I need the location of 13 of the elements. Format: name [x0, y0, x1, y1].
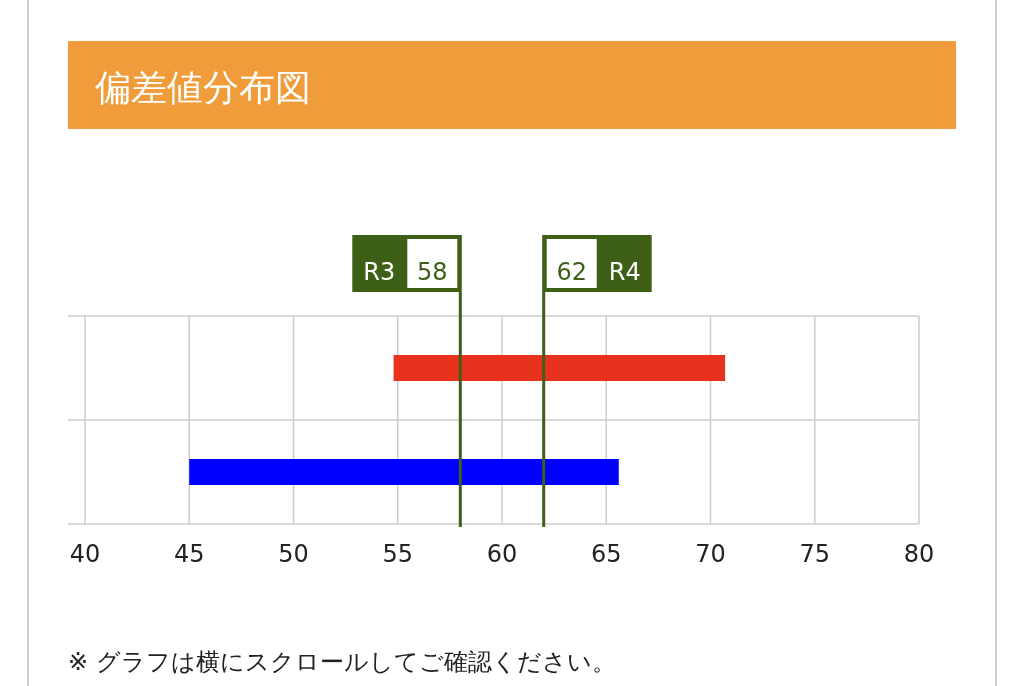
ref-line-label: R3 58	[363, 258, 448, 286]
x-tick-label: 80	[903, 540, 935, 568]
chart-title: 偏差値分布図	[95, 67, 311, 108]
ref-line-label: 62 R4	[556, 258, 641, 286]
x-tick-label: 70	[695, 540, 726, 568]
x-tick-label: 40	[69, 540, 101, 568]
x-tick-label: 75	[799, 540, 831, 568]
x-tick-label: 60	[486, 540, 518, 568]
x-tick-label: 65	[590, 540, 622, 568]
x-tick-label: 50	[278, 540, 309, 568]
text: ※ グラフは横にスクロールしてご確認ください。	[68, 648, 616, 676]
x-tick-label: 45	[173, 540, 205, 568]
x-tick-label: 55	[382, 540, 414, 568]
